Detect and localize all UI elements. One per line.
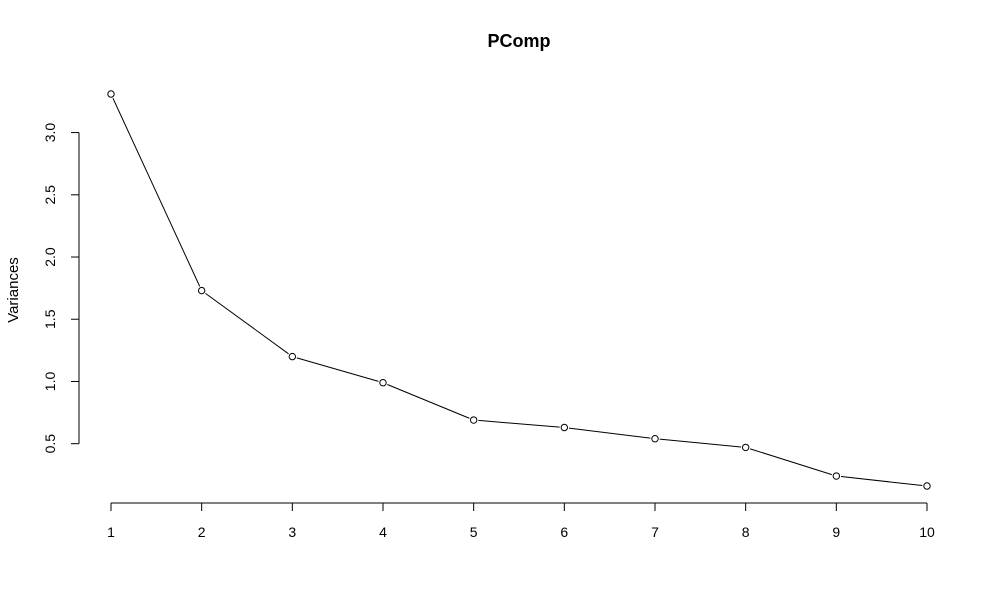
x-tick-label: 1 [107, 524, 115, 540]
x-tick-label: 7 [651, 524, 659, 540]
series-line-segment [568, 427, 651, 439]
x-tick-label: 8 [742, 524, 750, 540]
y-tick-label: 2.0 [42, 247, 58, 267]
series-line-segment [478, 419, 560, 428]
data-point [651, 435, 659, 443]
x-tick-label: 9 [832, 524, 840, 540]
data-point [107, 90, 115, 98]
series-line-segment [205, 292, 289, 355]
data-point [379, 379, 387, 387]
chart-title: PComp [488, 31, 551, 51]
data-point [832, 472, 841, 480]
x-tick-label: 6 [560, 524, 568, 540]
y-axis: 0.5 1.0 1.5 2.0 2.5 3.0 [42, 123, 80, 454]
x-tick-label: 2 [198, 524, 206, 540]
series-line-segment [296, 357, 379, 382]
series-line-segment [840, 476, 923, 486]
data-point [923, 482, 931, 490]
data-point [560, 423, 569, 432]
series-line-segment [112, 98, 201, 287]
y-tick-label: 3.0 [42, 123, 58, 143]
y-axis-label: Variances [5, 257, 22, 323]
series-line-segment [659, 438, 742, 448]
x-tick-label: 10 [919, 524, 935, 540]
series-line-segment [387, 384, 470, 419]
series-layer [112, 98, 923, 486]
x-tick-label: 4 [379, 524, 387, 540]
data-point [469, 416, 478, 424]
points-layer [107, 90, 931, 490]
data-point [288, 352, 297, 361]
x-tick-label: 5 [470, 524, 478, 540]
y-tick-label: 1.5 [42, 309, 58, 329]
x-tick-label: 3 [288, 524, 296, 540]
data-point [197, 286, 206, 295]
x-axis: 1 2 3 4 5 6 7 8 9 10 [107, 502, 935, 540]
data-point [741, 443, 750, 452]
y-tick-label: 0.5 [42, 434, 58, 454]
series-line-segment [749, 448, 833, 476]
y-tick-label: 2.5 [42, 185, 58, 205]
y-tick-label: 1.0 [42, 372, 58, 392]
